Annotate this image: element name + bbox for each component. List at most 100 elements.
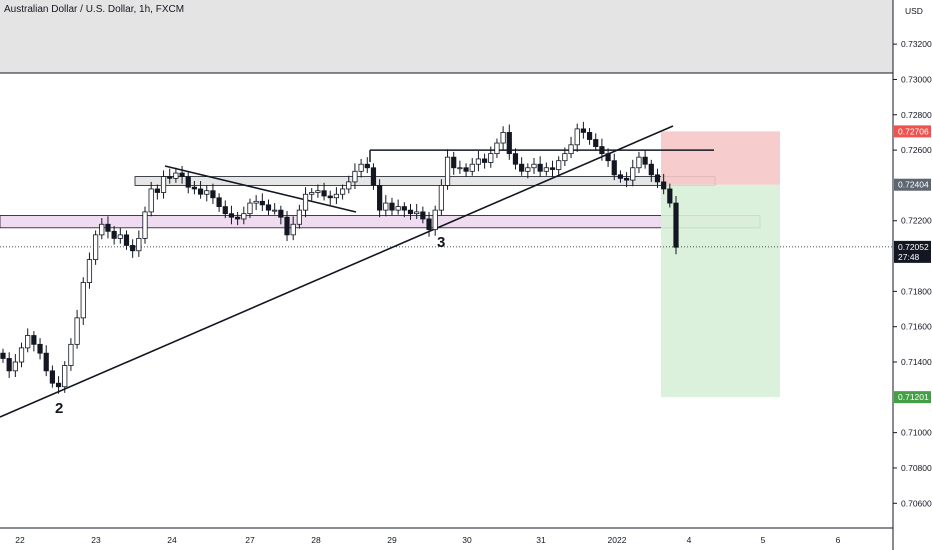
candle-body-down (420, 211, 426, 220)
ascending-trendline (0, 125, 674, 418)
candle-body-down (401, 206, 407, 211)
candle (290, 216, 296, 241)
candle-body-down (43, 352, 49, 372)
candle-body-down (222, 206, 228, 215)
candle (370, 163, 377, 190)
price-tick-label: 0.71400 (901, 357, 932, 367)
candle (86, 252, 93, 289)
stop-price-badge (894, 125, 931, 138)
candle (383, 195, 389, 217)
candle (494, 138, 500, 159)
candle-body-down (130, 245, 136, 252)
time-tick-label: 2022 (608, 535, 627, 545)
candle (333, 187, 340, 204)
candle (438, 179, 444, 216)
candle-body-down (370, 167, 377, 186)
current-price-label: 0.72052 (898, 242, 929, 252)
candle-body-down (593, 139, 599, 147)
candle-body-down (185, 176, 191, 188)
candle (99, 218, 105, 240)
candle (167, 168, 173, 184)
candle (599, 138, 605, 161)
price-tick-label: 0.73200 (901, 39, 932, 49)
price-tick-label: 0.72800 (901, 110, 932, 120)
current-price-badge (894, 240, 931, 263)
candle (395, 199, 401, 215)
candle (661, 173, 667, 195)
candle-body-up (457, 167, 463, 170)
candle (605, 148, 611, 167)
candle (55, 376, 62, 394)
time-tick-label: 28 (311, 535, 321, 545)
candle (185, 172, 191, 194)
candle-body-down (605, 153, 611, 162)
target-price-label: 0.71201 (898, 392, 929, 402)
candle-body-up (488, 153, 494, 163)
candle (481, 153, 488, 169)
candle (531, 158, 537, 174)
price-tick-label: 0.71000 (901, 428, 932, 438)
time-tick-label: 24 (167, 535, 177, 545)
candle-body-down (49, 370, 55, 384)
candle (253, 195, 259, 211)
time-axis: 22 23 24 27 28 29 30 31 2022 4 5 6 (0, 527, 893, 545)
candle (611, 153, 617, 181)
candle (543, 162, 549, 176)
time-tick-label: 27 (245, 535, 255, 545)
candle-body-up (253, 200, 259, 204)
candle-body-up (296, 209, 302, 225)
candle (154, 184, 160, 200)
candle-body-down (549, 167, 556, 170)
candle (364, 157, 370, 174)
candle-body-up (500, 132, 506, 144)
candle-body-up (636, 156, 642, 169)
candle (37, 338, 43, 360)
candle-body-up (475, 158, 482, 165)
candlestick-series (0, 121, 679, 394)
candle (259, 193, 265, 212)
candle (148, 181, 154, 217)
candle-body-down (481, 158, 488, 163)
candle (432, 205, 438, 236)
price-tick-label: 0.73000 (901, 74, 932, 84)
price-tick-label: 0.71600 (901, 322, 932, 332)
candle-body-up (395, 206, 401, 211)
candle-body-down (6, 358, 12, 372)
candle-body-down (259, 200, 265, 206)
entry-price-label: 0.72404 (898, 180, 929, 190)
stop-price-label: 0.72706 (898, 126, 929, 136)
candle-body-down (580, 128, 586, 133)
candle (105, 216, 111, 239)
candle-body-down (611, 160, 617, 176)
candle (31, 331, 37, 352)
candle-body-down (673, 202, 679, 248)
candle-body-up (25, 335, 31, 349)
candle-body-down (210, 190, 216, 199)
candle (296, 204, 302, 229)
candle-body-up (543, 167, 549, 172)
candle (302, 187, 309, 218)
candle-body-up (18, 347, 25, 363)
candle-body-up (438, 185, 444, 211)
candle (216, 193, 222, 212)
candle-body-up (272, 209, 278, 212)
price-tick-label: 0.72200 (901, 216, 932, 226)
candle (414, 203, 420, 219)
time-tick-label: 31 (536, 535, 546, 545)
candle-body-down (377, 185, 383, 211)
candle (62, 361, 68, 393)
candle-body-up (136, 237, 142, 252)
candle (463, 163, 469, 177)
candle-body-down (537, 163, 543, 172)
wave-label-2: 2 (55, 400, 63, 417)
candle (93, 230, 99, 265)
candle-body-down (327, 195, 333, 199)
candle-body-up (358, 163, 364, 172)
candle (500, 126, 506, 151)
candle-body-up (148, 188, 154, 213)
candle (309, 188, 315, 201)
candle (142, 206, 148, 244)
candle (111, 226, 117, 245)
time-tick-label: 6 (836, 535, 841, 545)
